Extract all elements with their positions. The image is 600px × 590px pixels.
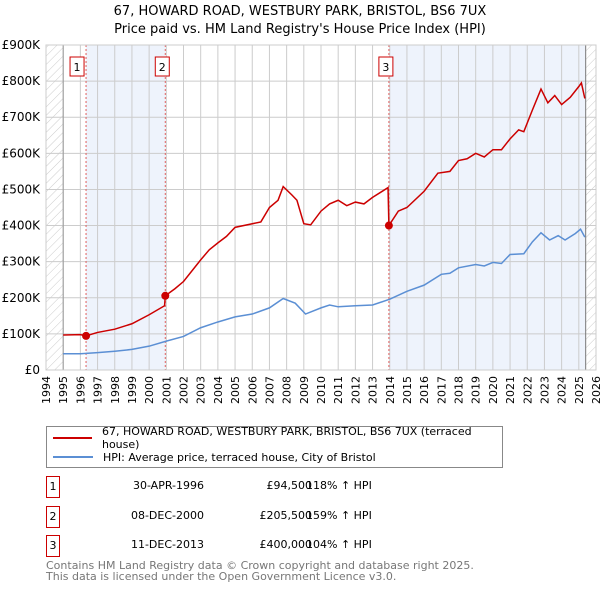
- marker-badge: 2: [46, 506, 60, 528]
- x-tick-label: 2018: [453, 376, 466, 404]
- sale-point: [82, 331, 91, 340]
- sale-label-box: [378, 56, 394, 77]
- property-price-line: [63, 81, 586, 337]
- title-line: 67, HOWARD ROAD, WESTBURY PARK, BRISTOL,…: [113, 4, 487, 19]
- hatched-region: [46, 45, 64, 370]
- date: 11-DEC-2013: [130, 538, 204, 551]
- sale-label: 3: [382, 61, 389, 74]
- hpi-change: 118% ↑ HPI: [306, 479, 372, 492]
- x-tick-label: 2020: [487, 376, 500, 404]
- transaction-row: 1 30-APR-1996 £94,500 118% ↑ HPI: [46, 476, 446, 498]
- footer: Contains HM Land Registry data © Crown c…: [46, 560, 474, 582]
- copyright-text: Contains HM Land Registry data © Crown c…: [46, 559, 474, 572]
- marker-badge: 1: [46, 476, 60, 498]
- x-tick-label: 1999: [126, 376, 139, 404]
- transaction-row: 2 08-DEC-2000 £205,500 159% ↑ HPI: [46, 506, 446, 528]
- y-tick-label: £200K: [2, 291, 42, 305]
- x-tick-label: 2017: [435, 376, 448, 404]
- x-tick-label: 2009: [298, 376, 311, 404]
- x-tick-label: 1996: [74, 376, 87, 404]
- transaction-row: 3 11-DEC-2013 £400,000 104% ↑ HPI: [46, 535, 446, 557]
- legend-item-property: 67, HOWARD ROAD, WESTBURY PARK, BRISTOL,…: [53, 425, 502, 451]
- sale-label: 2: [159, 61, 166, 74]
- sale-point: [161, 291, 170, 300]
- y-tick-label: £300K: [2, 255, 42, 269]
- x-tick-label: 2006: [246, 376, 259, 404]
- subtitle-line: Price paid vs. HM Land Registry's House …: [114, 22, 486, 37]
- shaded-period: [86, 45, 166, 370]
- x-tick-label: 1997: [92, 376, 105, 404]
- x-tick-label: 2026: [590, 376, 600, 404]
- chart-title: 67, HOWARD ROAD, WESTBURY PARK, BRISTOL,…: [0, 3, 600, 39]
- price-chart: 1994 1995 1996 1997 1998 1999 2000 2001 2002 2003…: [2, 38, 600, 404]
- sale-point: [384, 221, 393, 230]
- sale-label-box: [69, 56, 85, 77]
- x-tick-label: 2015: [401, 376, 414, 404]
- x-tick-label: 1995: [57, 376, 70, 404]
- shaded-period: [388, 45, 586, 370]
- hpi-change: 159% ↑ HPI: [306, 509, 372, 522]
- legend-label: HPI: Average price, terraced house, City…: [103, 450, 376, 464]
- x-tick-label: 2011: [332, 376, 345, 404]
- blue-line-swatch: [53, 456, 93, 458]
- x-tick-label: 2024: [556, 376, 569, 404]
- x-tick-label: 2022: [521, 376, 534, 404]
- marker-badge: 3: [46, 535, 60, 557]
- x-tick-label: 2002: [178, 376, 191, 404]
- y-tick-label: £100K: [2, 327, 42, 341]
- x-tick-label: 2019: [470, 376, 483, 404]
- hpi-line: [63, 228, 586, 355]
- y-tick-label: £500K: [2, 182, 42, 196]
- y-tick-label: £600K: [2, 146, 42, 160]
- x-tick-label: 2003: [195, 376, 208, 404]
- date: 30-APR-1996: [132, 479, 204, 492]
- red-line-swatch: [53, 437, 92, 439]
- x-tick-label: 2014: [384, 376, 397, 404]
- sale-label-box: [154, 56, 170, 77]
- x-tick-label: 2013: [367, 376, 380, 404]
- legend-item-hpi: HPI: Average price, terraced house, City…: [53, 449, 376, 465]
- hpi-change: 104% ↑ HPI: [306, 538, 372, 551]
- x-tick-label: 2010: [315, 376, 328, 404]
- legend-label: 67, HOWARD ROAD, WESTBURY PARK, BRISTOL,…: [101, 425, 472, 451]
- x-tick-label: 2008: [281, 376, 294, 404]
- x-tick-label: 2023: [538, 376, 551, 404]
- x-tick-label: 2021: [504, 376, 517, 404]
- x-tick-label: 2005: [229, 376, 242, 404]
- y-tick-label: £0: [25, 363, 40, 377]
- date: 08-DEC-2000: [130, 509, 204, 522]
- y-tick-label: £400K: [2, 219, 42, 233]
- x-tick-label: 2000: [143, 376, 156, 404]
- x-tick-label: 2016: [418, 376, 431, 404]
- x-tick-label: 2001: [160, 376, 173, 404]
- x-tick-label: 1998: [109, 376, 122, 404]
- price: £94,500: [266, 479, 313, 492]
- x-tick-label: 2012: [349, 376, 362, 404]
- x-tick-label: 2007: [263, 376, 276, 404]
- price: £400,000: [259, 538, 313, 551]
- sale-label: 1: [74, 61, 81, 74]
- hatched-region: [585, 45, 596, 370]
- y-tick-label: £700K: [2, 110, 42, 124]
- x-tick-label: 2025: [573, 376, 586, 404]
- x-tick-label: 2004: [212, 376, 225, 404]
- licence-text: This data is licensed under the Open Gov…: [46, 570, 397, 583]
- y-tick-label: £900K: [2, 38, 42, 52]
- y-tick-label: £800K: [2, 74, 42, 88]
- legend: 67, HOWARD ROAD, WESTBURY PARK, BRISTOL,…: [46, 425, 503, 468]
- plot-frame: [45, 44, 597, 371]
- x-tick-label: 1994: [40, 376, 53, 404]
- price: £205,500: [259, 509, 313, 522]
